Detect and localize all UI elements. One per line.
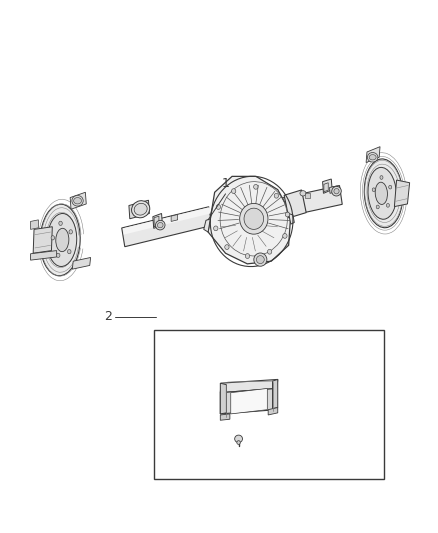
Polygon shape [123,207,211,235]
Ellipse shape [225,245,229,249]
Polygon shape [329,186,338,193]
Ellipse shape [380,176,383,179]
Bar [154,330,385,479]
Ellipse shape [244,208,264,229]
Polygon shape [220,389,277,414]
Ellipse shape [47,214,77,266]
Ellipse shape [232,189,236,193]
Polygon shape [324,183,328,192]
Ellipse shape [285,212,290,217]
Ellipse shape [51,236,55,240]
Polygon shape [122,207,212,247]
Polygon shape [284,190,306,218]
Polygon shape [31,220,39,229]
Polygon shape [171,215,178,221]
Ellipse shape [134,204,147,215]
Polygon shape [272,379,278,409]
Ellipse shape [155,220,165,230]
Ellipse shape [74,198,81,204]
Ellipse shape [254,184,258,189]
Ellipse shape [57,253,60,257]
Ellipse shape [389,185,392,189]
Polygon shape [33,227,52,253]
Ellipse shape [364,159,403,228]
Ellipse shape [332,187,341,196]
Ellipse shape [386,204,389,207]
Polygon shape [204,219,210,232]
Polygon shape [268,408,278,415]
Polygon shape [72,257,91,269]
Ellipse shape [274,193,279,198]
Ellipse shape [369,155,376,160]
Ellipse shape [235,435,243,442]
Polygon shape [220,383,226,414]
Polygon shape [154,216,159,227]
Polygon shape [220,414,230,420]
Ellipse shape [283,233,287,238]
Text: 2: 2 [104,310,112,324]
Ellipse shape [375,182,388,205]
Ellipse shape [367,152,378,162]
Ellipse shape [254,253,267,266]
Ellipse shape [157,222,163,228]
Ellipse shape [240,204,268,234]
Polygon shape [129,200,149,219]
Polygon shape [322,179,332,193]
Ellipse shape [216,205,221,209]
Ellipse shape [300,191,306,196]
Polygon shape [394,180,410,207]
Ellipse shape [131,201,150,218]
Ellipse shape [69,230,72,234]
Ellipse shape [334,189,339,194]
Ellipse shape [72,196,83,206]
Ellipse shape [56,228,69,252]
Text: 1: 1 [222,176,230,190]
Polygon shape [31,251,57,260]
Polygon shape [231,389,267,414]
Ellipse shape [372,188,375,191]
Ellipse shape [237,441,240,445]
Bar [305,193,311,198]
Ellipse shape [40,204,80,276]
Polygon shape [70,192,86,209]
Polygon shape [279,185,342,217]
Ellipse shape [368,167,396,219]
Ellipse shape [245,254,250,259]
Ellipse shape [376,205,379,209]
Polygon shape [289,214,294,224]
Ellipse shape [67,249,71,254]
Ellipse shape [268,249,272,254]
Polygon shape [153,214,162,228]
Polygon shape [220,379,278,393]
Polygon shape [366,147,380,163]
Ellipse shape [59,221,62,225]
Ellipse shape [256,256,264,264]
Polygon shape [208,176,291,264]
Ellipse shape [214,226,218,231]
